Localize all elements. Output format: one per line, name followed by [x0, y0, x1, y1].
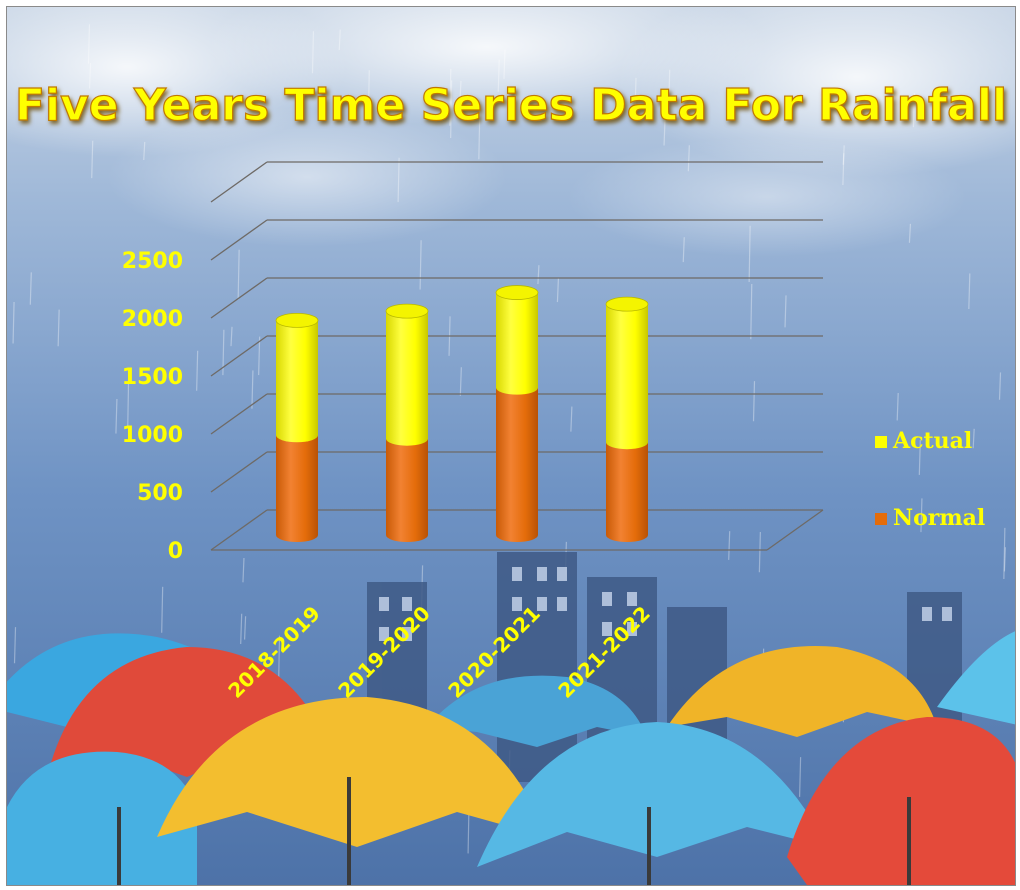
legend-swatch	[875, 513, 887, 525]
legend: Actual Normal	[875, 428, 985, 531]
legend-label: Actual	[892, 428, 972, 454]
floor-edge	[766, 509, 824, 551]
chart-title: Five Years Time Series Data For Rainfall	[15, 80, 1007, 131]
bar-group	[495, 285, 539, 542]
bar-group	[275, 312, 319, 542]
x-tick-label: 2018-2019	[223, 601, 325, 703]
legend-swatch	[875, 436, 887, 448]
chart-frame: Five Years Time Series Data For Rainfall…	[6, 6, 1016, 886]
y-tick-label: 2000	[122, 307, 183, 332]
x-tick-label: 2020-2021	[443, 601, 545, 703]
y-tick-label: 2500	[122, 249, 183, 274]
bar-normal	[276, 435, 318, 542]
gridlines	[210, 161, 824, 551]
y-axis-tick-labels: 0 500 1000 1500 2000 2500	[122, 249, 183, 564]
bar-normal	[496, 387, 538, 542]
bar-top-cap	[495, 285, 539, 300]
x-axis-tick-labels: 2018-2019 2019-2020 2020-2021 2021-2022	[223, 601, 655, 703]
y-tick-label: 1000	[122, 423, 183, 448]
bar-top-cap	[275, 312, 319, 328]
legend-label: Normal	[893, 505, 985, 531]
bar-normal	[386, 438, 428, 542]
gridline-side	[210, 219, 268, 261]
bar-group	[385, 303, 429, 542]
gridline-side	[210, 451, 268, 493]
rainfall-chart: Five Years Time Series Data For Rainfall…	[14, 79, 1007, 703]
y-tick-label: 0	[168, 539, 183, 564]
rainy-umbrella-background	[7, 7, 1015, 885]
bar-top-cap	[385, 303, 429, 319]
bar-actual	[386, 311, 428, 446]
bar-actual	[276, 320, 318, 443]
bar-actual	[606, 304, 648, 450]
gridline-side	[210, 277, 268, 319]
gridline-side	[210, 335, 268, 377]
bar-actual	[496, 292, 538, 395]
x-tick-label: 2021-2022	[553, 601, 655, 703]
umbrellas	[7, 631, 1015, 885]
clouds	[7, 7, 1015, 257]
building-windows	[379, 567, 952, 641]
gridline-side	[210, 393, 268, 435]
y-tick-label: 500	[137, 481, 183, 506]
y-tick-label: 1500	[122, 365, 183, 390]
bars	[275, 285, 649, 542]
gridline-side	[210, 509, 268, 551]
bar-group	[605, 296, 649, 542]
bar-normal	[606, 442, 648, 542]
x-tick-label: 2019-2020	[333, 601, 435, 703]
gridline-side	[210, 161, 268, 203]
bar-top-cap	[605, 296, 649, 312]
